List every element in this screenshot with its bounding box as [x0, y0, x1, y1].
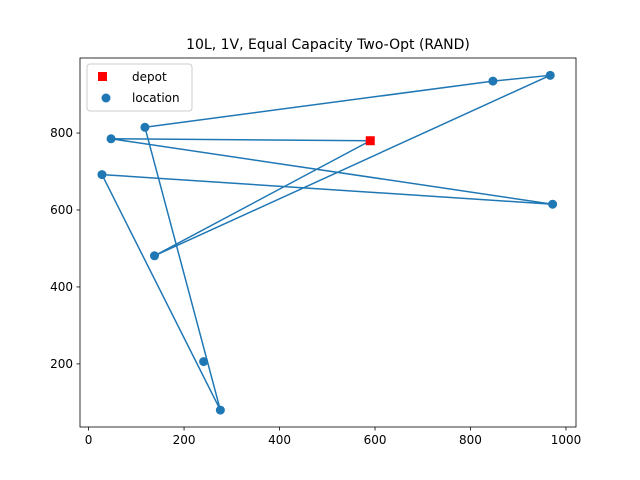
legend-depot-label: depot: [132, 70, 167, 84]
x-tick-label: 200: [173, 433, 196, 447]
legend-depot-marker: [98, 72, 107, 81]
y-tick-label: 400: [50, 280, 73, 294]
y-axis: 200 400 600 800: [50, 126, 80, 371]
route-layer: [101, 74, 554, 411]
x-tick-label: 600: [364, 433, 387, 447]
x-tick-label: 1000: [551, 433, 582, 447]
location-point: [149, 251, 159, 261]
location-point: [215, 405, 225, 415]
legend-location-marker: [101, 93, 111, 103]
y-tick-label: 200: [50, 357, 73, 371]
y-tick-label: 800: [50, 126, 73, 140]
x-tick-label: 0: [85, 433, 93, 447]
location-point: [545, 70, 555, 80]
chart-title: 10L, 1V, Equal Capacity Two-Opt (RAND): [186, 37, 470, 53]
y-tick-label: 600: [50, 203, 73, 217]
depot-point: [365, 136, 375, 146]
x-tick-label: 800: [459, 433, 482, 447]
location-point: [106, 134, 116, 144]
location-point: [140, 122, 150, 132]
legend-box: [86, 63, 193, 112]
legend-location-label: location: [132, 91, 180, 105]
location-point: [548, 199, 558, 209]
x-tick-label: 400: [268, 433, 291, 447]
plot-frame: [79, 57, 577, 428]
location-point: [97, 170, 107, 180]
location-point: [199, 357, 209, 367]
location-point: [488, 76, 498, 86]
route-line: [101, 74, 554, 411]
legend: depot location: [86, 63, 193, 112]
x-axis: 0 200 400 600 800 1000: [85, 427, 581, 447]
points-layer: [97, 70, 558, 415]
